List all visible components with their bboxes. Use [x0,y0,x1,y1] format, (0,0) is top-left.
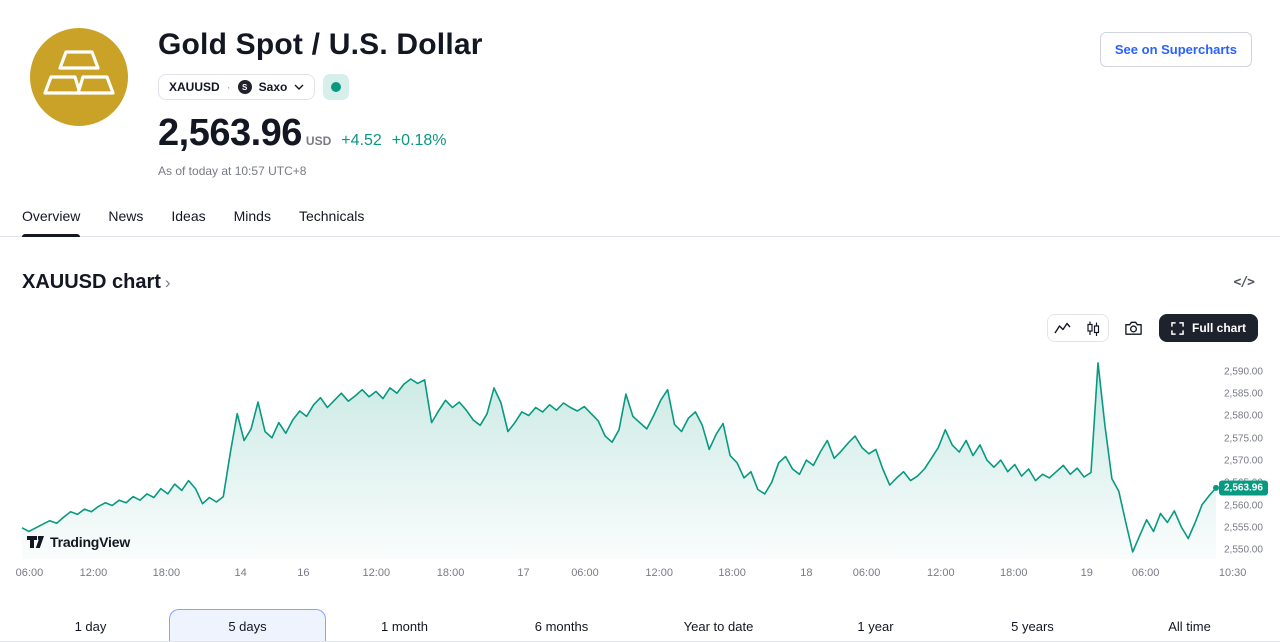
time-axis-label: 06:00 [571,567,599,579]
range-label: 1 day [74,619,107,634]
price-chart[interactable] [21,354,1219,559]
symbol-pill-row: XAUUSD · S Saxo [158,74,1100,100]
range-label: All time [1168,619,1211,634]
time-axis-label: 12:00 [927,567,955,579]
snapshot-button[interactable] [1119,315,1149,341]
exchange-logo-icon: S [237,80,252,94]
range-6-months[interactable]: 6 months 17.57% [483,609,640,642]
time-axis-label: 10:30 [1218,567,1247,579]
range-5-years[interactable]: 5 years 68.49% [954,609,1111,642]
as-of-timestamp: As of today at 10:57 UTC+8 [158,164,307,178]
time-axis-label: 19 [1080,567,1093,579]
price-axis-label: 2,570.00 [1224,455,1263,467]
range-label: 1 month [381,619,428,634]
time-axis-label: 18:00 [436,567,465,579]
market-status-button[interactable] [323,74,350,100]
price-axis-label: 2,555.00 [1224,522,1263,534]
page-title: Gold Spot / U.S. Dollar [158,28,483,61]
range-year-to-date[interactable]: Year to date 24.33% [640,609,797,642]
last-price: 2,563.96 [158,112,302,154]
gold-symbol-logo [30,28,128,126]
range-label: 5 days [228,619,267,634]
price-scale-axis[interactable]: 2,590.00 2,585.00 2,580.00 2,575.00 2,570.00… [1216,354,1280,559]
symbol-tabs: Overview News Ideas Minds Technicals [0,196,1280,237]
currency-label: USD [305,134,332,148]
time-axis-label: 18:00 [999,567,1028,579]
time-axis-label: 12:00 [645,567,673,579]
chevron-down-icon [294,84,304,90]
range-label: 1 year [857,619,894,634]
embed-code-icon[interactable]: </> [1233,275,1256,290]
chart-area-fill [22,362,1216,559]
header-main: Gold Spot / U.S. Dollar XAUUSD · S Saxo … [158,24,1100,178]
date-range-bar: 1 day 0.21% 5 days 0.23% 1 month 2.42% 6… [12,609,1268,642]
tab-technicals[interactable]: Technicals [298,208,365,224]
chevron-right-icon: › [164,272,171,292]
last-price-dot [1213,484,1219,491]
separator-dot: · [226,80,231,94]
exchange-name: Saxo [258,80,288,94]
time-axis-label: 06:00 [15,567,44,579]
time-axis-label: 12:00 [79,567,108,579]
price-axis-label: 2,585.00 [1224,388,1263,400]
chart-section-header: XAUUSD chart › </> [0,237,1280,294]
range-1-day[interactable]: 1 day 0.21% [12,609,169,642]
camera-icon [1125,321,1143,335]
price-chart-block: 2,590.00 2,585.00 2,580.00 2,575.00 2,570.00… [0,354,1280,585]
time-axis-label: 18 [800,567,813,579]
range-label: 5 years [1011,619,1054,634]
range-label: Year to date [683,619,754,634]
time-axis-label: 17 [517,567,530,579]
range-all-time[interactable]: All time 537.72% [1111,609,1268,642]
price-axis-label: 2,550.00 [1224,544,1263,556]
time-axis-label: 12:00 [362,567,391,579]
range-label: 6 months [534,619,589,634]
gold-bars-icon [30,28,128,126]
chart-section-title[interactable]: XAUUSD chart [22,271,161,293]
tradingview-watermark[interactable]: TradingView [26,532,130,551]
range-1-month[interactable]: 1 month 2.42% [326,609,483,642]
change-absolute: +4.52 [341,132,382,149]
range-5-days[interactable]: 5 days 0.23% [169,609,326,642]
candles-chart-type-button[interactable] [1077,315,1108,341]
tab-ideas[interactable]: Ideas [171,208,206,224]
tab-news[interactable]: News [108,208,144,224]
tradingview-logo-text: TradingView [50,533,131,550]
time-axis-label: 18:00 [152,567,181,579]
change-percent: +0.18% [391,132,447,149]
time-axis-label: 06:00 [1131,567,1160,579]
symbol-header: Gold Spot / U.S. Dollar XAUUSD · S Saxo … [0,0,1280,178]
symbol-code: XAUUSD [169,80,220,94]
market-open-dot-icon [331,82,342,92]
time-axis-label: 16 [297,567,310,579]
time-axis-label: 18:00 [718,567,746,579]
see-on-supercharts-button[interactable]: See on Supercharts [1099,32,1252,67]
price-axis-label: 2,575.00 [1224,433,1263,445]
tab-overview[interactable]: Overview [8,196,94,237]
area-chart-type-button[interactable] [1047,315,1078,341]
range-1-year[interactable]: 1 year 32.78% [797,609,954,642]
last-price-tag: 2,563.96 [1219,480,1268,496]
tradingview-logo-icon [27,536,44,548]
time-axis-label: 14 [234,567,247,579]
time-axis-label: 06:00 [852,567,881,579]
tab-minds[interactable]: Minds [233,208,271,224]
price-axis-label: 2,590.00 [1224,366,1263,378]
fullscreen-icon [1171,321,1184,335]
chart-toolbar: Full chart [0,294,1280,350]
chart-type-toggle [1046,314,1109,342]
full-chart-button[interactable]: Full chart [1158,314,1258,342]
symbol-switcher-button[interactable]: XAUUSD · S Saxo [158,74,316,100]
time-axis[interactable]: 06:00 12:00 18:00 14 16 12:00 18:00 17 06:00 12:0… [0,561,1280,585]
full-chart-label: Full chart [1191,321,1246,335]
price-axis-label: 2,560.00 [1224,500,1263,511]
chart-plot-row: 2,590.00 2,585.00 2,580.00 2,575.00 2,570.00… [0,354,1280,559]
chart-price-line [21,362,1217,553]
price-row: 2,563.96 USD +4.52 +0.18% [158,112,1100,155]
price-axis-label: 2,580.00 [1224,410,1263,422]
candlestick-icon [1087,321,1100,336]
area-chart-icon [1054,322,1072,334]
